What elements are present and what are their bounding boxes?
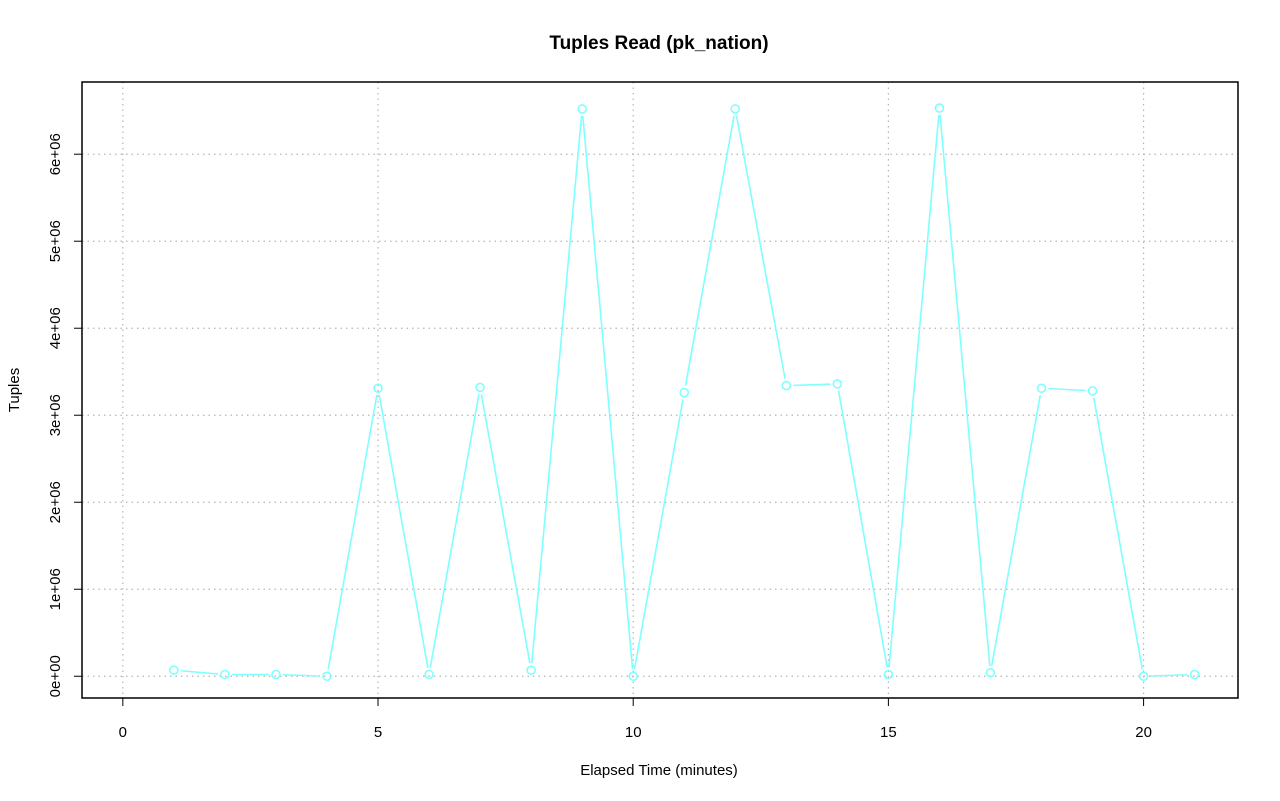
y-tick-label: 6e+06 — [47, 133, 64, 175]
data-point — [934, 103, 945, 113]
data-point — [475, 382, 485, 393]
series-line-segment — [888, 115, 940, 668]
series-line-segment — [684, 115, 735, 386]
x-axis-label: Elapsed Time (minutes) — [580, 762, 738, 779]
data-point — [1138, 671, 1149, 682]
series-line-segment — [939, 115, 991, 666]
series-line-segment — [990, 395, 1042, 667]
series-line-segment — [530, 115, 583, 664]
series-line-segment — [1150, 673, 1188, 677]
y-axis-label: Tuples — [6, 368, 23, 412]
data-point — [679, 387, 690, 398]
data-point — [271, 669, 281, 680]
x-tick-label: 20 — [1135, 724, 1152, 741]
y-axis: 0e+00 1e+06 2e+06 3e+06 4e+06 5e+06 6e+06 — [47, 133, 82, 697]
data-point — [220, 669, 230, 680]
grid-lines — [82, 82, 1238, 698]
data-point — [1036, 383, 1047, 394]
x-tick-label: 10 — [625, 724, 642, 741]
series-line-segment — [837, 390, 888, 668]
series-line-segment — [793, 383, 831, 387]
x-tick-label: 5 — [374, 724, 382, 741]
plot-area-frame — [81, 81, 1239, 699]
series-line-segment — [327, 395, 378, 670]
data-point — [577, 104, 587, 114]
series-line-segment — [282, 673, 321, 677]
data-point — [373, 383, 383, 394]
x-tick-label: 0 — [119, 724, 127, 741]
y-tick-label: 2e+06 — [47, 481, 64, 523]
y-tick-label: 1e+06 — [47, 568, 64, 610]
series-line-segment — [480, 394, 531, 664]
x-axis: 0 5 10 15 20 — [119, 698, 1152, 741]
series-line-segment — [581, 115, 634, 670]
chart-title: Tuples Read (pk_nation) — [549, 33, 768, 54]
data-point — [730, 104, 741, 114]
data-point — [832, 379, 843, 389]
y-tick-label: 4e+06 — [47, 307, 64, 349]
series-line-segment — [378, 395, 429, 668]
data-point — [1087, 386, 1098, 396]
data-point — [424, 669, 434, 680]
x-tick-label: 15 — [880, 724, 897, 741]
series-line-segment — [1092, 397, 1144, 670]
data-point — [1189, 669, 1200, 680]
y-tick-label: 3e+06 — [47, 394, 64, 436]
series-line-segment — [735, 115, 786, 379]
series-line-segment — [180, 669, 218, 675]
series-layer — [169, 103, 1200, 682]
data-point — [781, 380, 792, 391]
series-line-segment — [633, 399, 684, 670]
data-point — [985, 667, 996, 678]
data-point — [169, 665, 179, 675]
series-line-segment — [1048, 387, 1086, 392]
data-point — [322, 671, 332, 682]
series-line-segment — [429, 394, 480, 668]
y-tick-label: 5e+06 — [47, 220, 64, 262]
y-tick-label: 0e+00 — [47, 655, 64, 697]
data-point — [628, 671, 639, 682]
data-point — [883, 669, 894, 680]
data-point — [526, 665, 536, 675]
